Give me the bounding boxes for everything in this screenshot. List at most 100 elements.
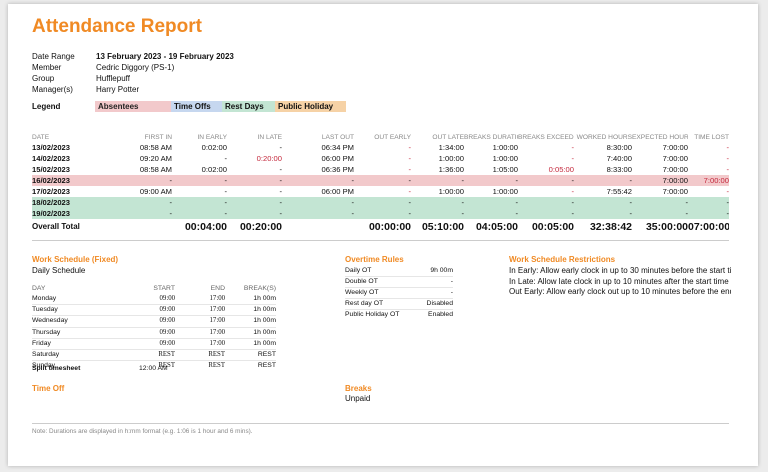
overtime-title: Overtime Rules: [345, 255, 404, 264]
meta-value: Harry Potter: [96, 85, 140, 94]
attendance-header-cell: OUT LATE: [432, 134, 464, 141]
overtime-label: Double OT: [345, 278, 378, 285]
meta-value: Cedric Diggory (PS-1): [96, 63, 175, 72]
attendance-cell: -: [408, 187, 411, 196]
attendance-header-cell: OUT EARLY: [374, 134, 411, 141]
attendance-cell: 14/02/2023: [32, 154, 71, 163]
attendance-header-cell: BREAKS DURATION: [464, 134, 518, 141]
schedule-cell: 17:00: [209, 339, 225, 347]
attendance-cell: 0:02:00: [201, 143, 227, 152]
schedule-row: Tuesday 09:00 17:00 1h 00m: [32, 305, 276, 317]
attendance-header-cell: TIME LOST: [694, 134, 729, 141]
attendance-cell: 13/02/2023: [32, 143, 71, 152]
schedule-header-breaks: BREAK(S): [243, 285, 276, 292]
note-divider: [32, 423, 729, 424]
attendance-cell: -: [571, 176, 574, 185]
restrictions-list: In Early: Allow early clock in up to 30 …: [509, 266, 731, 298]
attendance-header-row: DATE FIRST IN IN EARLY IN LATE LAST OUT OUT E…: [32, 122, 729, 142]
total-cell: 07:00:00: [688, 221, 729, 233]
attendance-cell: -: [408, 209, 411, 218]
attendance-cell: -: [279, 165, 282, 174]
schedule-header-day: DAY: [32, 285, 46, 292]
overtime-value: Disabled: [426, 300, 453, 307]
attendance-cell: -: [571, 198, 574, 207]
attendance-cell: -: [571, 154, 574, 163]
overtime-label: Daily OT: [345, 267, 372, 274]
legend-rest-days: Rest Days: [222, 101, 275, 112]
total-cell: 05:10:00: [421, 221, 464, 233]
schedule-cell: REST: [208, 350, 225, 358]
attendance-cell: -: [726, 154, 729, 163]
schedule-cell: 09:00: [159, 306, 175, 314]
total-cell: 00:20:00: [239, 221, 282, 233]
attendance-header-cell: LAST OUT: [321, 134, 354, 141]
attendance-cell: -: [279, 143, 282, 152]
time-off-title: Time Off: [32, 384, 65, 393]
split-timesheet: Split timesheet 12:00 AM: [32, 365, 168, 372]
attendance-cell: -: [685, 209, 688, 218]
overtime-table: Daily OT 9h 00m Double OT - Weekly OT - Rest d…: [345, 266, 453, 320]
attendance-cell: 09:20 AM: [139, 154, 172, 163]
attendance-cell: -: [169, 209, 172, 218]
work-schedule-title: Work Schedule (Fixed): [32, 255, 119, 264]
attendance-cell: 19/02/2023: [32, 209, 71, 218]
meta-label: Member: [32, 63, 62, 72]
attendance-cell: -: [224, 187, 227, 196]
overtime-row: Public Holiday OT Enabled: [345, 310, 453, 320]
overtime-label: Rest day OT: [345, 300, 384, 307]
attendance-cell: 7:00:00: [662, 187, 688, 196]
attendance-cell: -: [726, 198, 729, 207]
attendance-cell: 0:20:00: [256, 154, 282, 163]
meta-row-group: Group Hufflepuff: [32, 73, 234, 84]
schedule-cell: 1h 00m: [253, 328, 276, 336]
work-schedule-subtitle: Daily Schedule: [32, 266, 86, 275]
legend: Legend Absentees Time Offs Rest Days Pub…: [32, 101, 346, 112]
attendance-cell: -: [461, 209, 464, 218]
schedule-cell: 17:00: [209, 317, 225, 325]
restriction-line: In Late: Allow late clock in up to 10 mi…: [509, 276, 729, 286]
attendance-cell: -: [571, 187, 574, 196]
schedule-cell: 1h 00m: [253, 295, 276, 302]
attendance-cell: 7:00:00: [703, 176, 729, 185]
schedule-row: Thursday 09:00 17:00 1h 00m: [32, 328, 276, 339]
attendance-cell: 1:00:00: [492, 154, 518, 163]
total-cell: 00:05:00: [531, 221, 574, 233]
total-cell: Overall Total: [32, 222, 80, 231]
attendance-row: 19/02/2023 - - - - - - - - - - -: [32, 208, 729, 219]
restrictions-title: Work Schedule Restrictions: [509, 255, 616, 264]
attendance-row: 16/02/2023 - - - - - - - - - 7:00:00 7:00:00: [32, 175, 729, 186]
attendance-cell: -: [279, 176, 282, 185]
schedule-header-end: END: [210, 285, 225, 292]
attendance-cell: -: [726, 187, 729, 196]
meta-row-date-range: Date Range 13 February 2023 - 19 Februar…: [32, 51, 234, 62]
attendance-cell: -: [224, 198, 227, 207]
schedule-cell: REST: [158, 350, 175, 358]
meta-label: Date Range: [32, 52, 75, 61]
total-cell: 32:38:42: [589, 221, 632, 233]
attendance-cell: -: [726, 143, 729, 152]
attendance-cell: -: [408, 198, 411, 207]
attendance-row: 15/02/2023 08:58 AM 0:02:00 - 06:36 PM - 1:36:…: [32, 164, 729, 175]
meta-row-member: Member Cedric Diggory (PS-1): [32, 62, 234, 73]
attendance-header-cell: IN EARLY: [197, 134, 227, 141]
overtime-row: Daily OT 9h 00m: [345, 266, 453, 277]
schedule-header-start: START: [153, 285, 175, 292]
split-timesheet-label: Split timesheet: [32, 365, 81, 372]
report-title: Attendance Report: [32, 16, 202, 37]
section-divider: [32, 240, 729, 241]
attendance-cell: -: [351, 198, 354, 207]
legend-label: Legend: [32, 102, 61, 111]
schedule-cell: Sunday: [32, 362, 56, 370]
overtime-value: -: [450, 278, 453, 285]
schedule-header-row: DAY START END BREAK(S): [32, 284, 276, 294]
attendance-cell: 06:00 PM: [321, 187, 354, 196]
attendance-cell: -: [408, 143, 411, 152]
attendance-cell: 16/02/2023: [32, 176, 71, 185]
attendance-header-cell: WORKED HOURS: [576, 134, 632, 141]
attendance-cell: -: [515, 198, 518, 207]
attendance-cell: -: [279, 187, 282, 196]
attendance-cell: -: [629, 198, 632, 207]
attendance-cell: -: [224, 209, 227, 218]
attendance-cell: 17/02/2023: [32, 187, 71, 196]
attendance-cell: 08:58 AM: [139, 143, 172, 152]
